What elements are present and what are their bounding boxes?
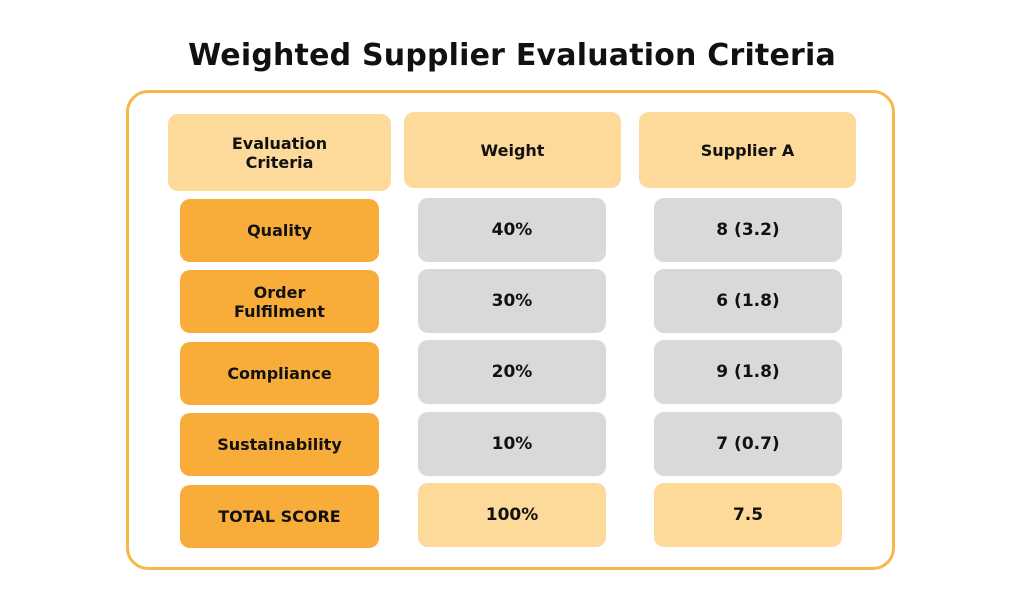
total-score-label: TOTAL SCORE <box>180 485 379 548</box>
supplier-a-score-cell: 7 (0.7) <box>654 412 842 476</box>
criterion-order-fulfilment: Order Fulfilment <box>180 270 379 333</box>
criterion-compliance: Compliance <box>180 342 379 405</box>
weight-cell: 20% <box>418 340 606 404</box>
supplier-a-score-cell: 6 (1.8) <box>654 269 842 333</box>
total-supplier-a-score-cell: 7.5 <box>654 483 842 547</box>
criterion-quality: Quality <box>180 199 379 262</box>
header-evaluation-criteria: Evaluation Criteria <box>168 114 391 191</box>
header-weight: Weight <box>404 112 621 188</box>
page-title: Weighted Supplier Evaluation Criteria <box>188 38 836 73</box>
supplier-a-score-cell: 8 (3.2) <box>654 198 842 262</box>
criterion-sustainability: Sustainability <box>180 413 379 476</box>
header-supplier-a: Supplier A <box>639 112 856 188</box>
supplier-a-score-cell: 9 (1.8) <box>654 340 842 404</box>
weight-cell: 30% <box>418 269 606 333</box>
total-weight-cell: 100% <box>418 483 606 547</box>
weight-cell: 10% <box>418 412 606 476</box>
weight-cell: 40% <box>418 198 606 262</box>
